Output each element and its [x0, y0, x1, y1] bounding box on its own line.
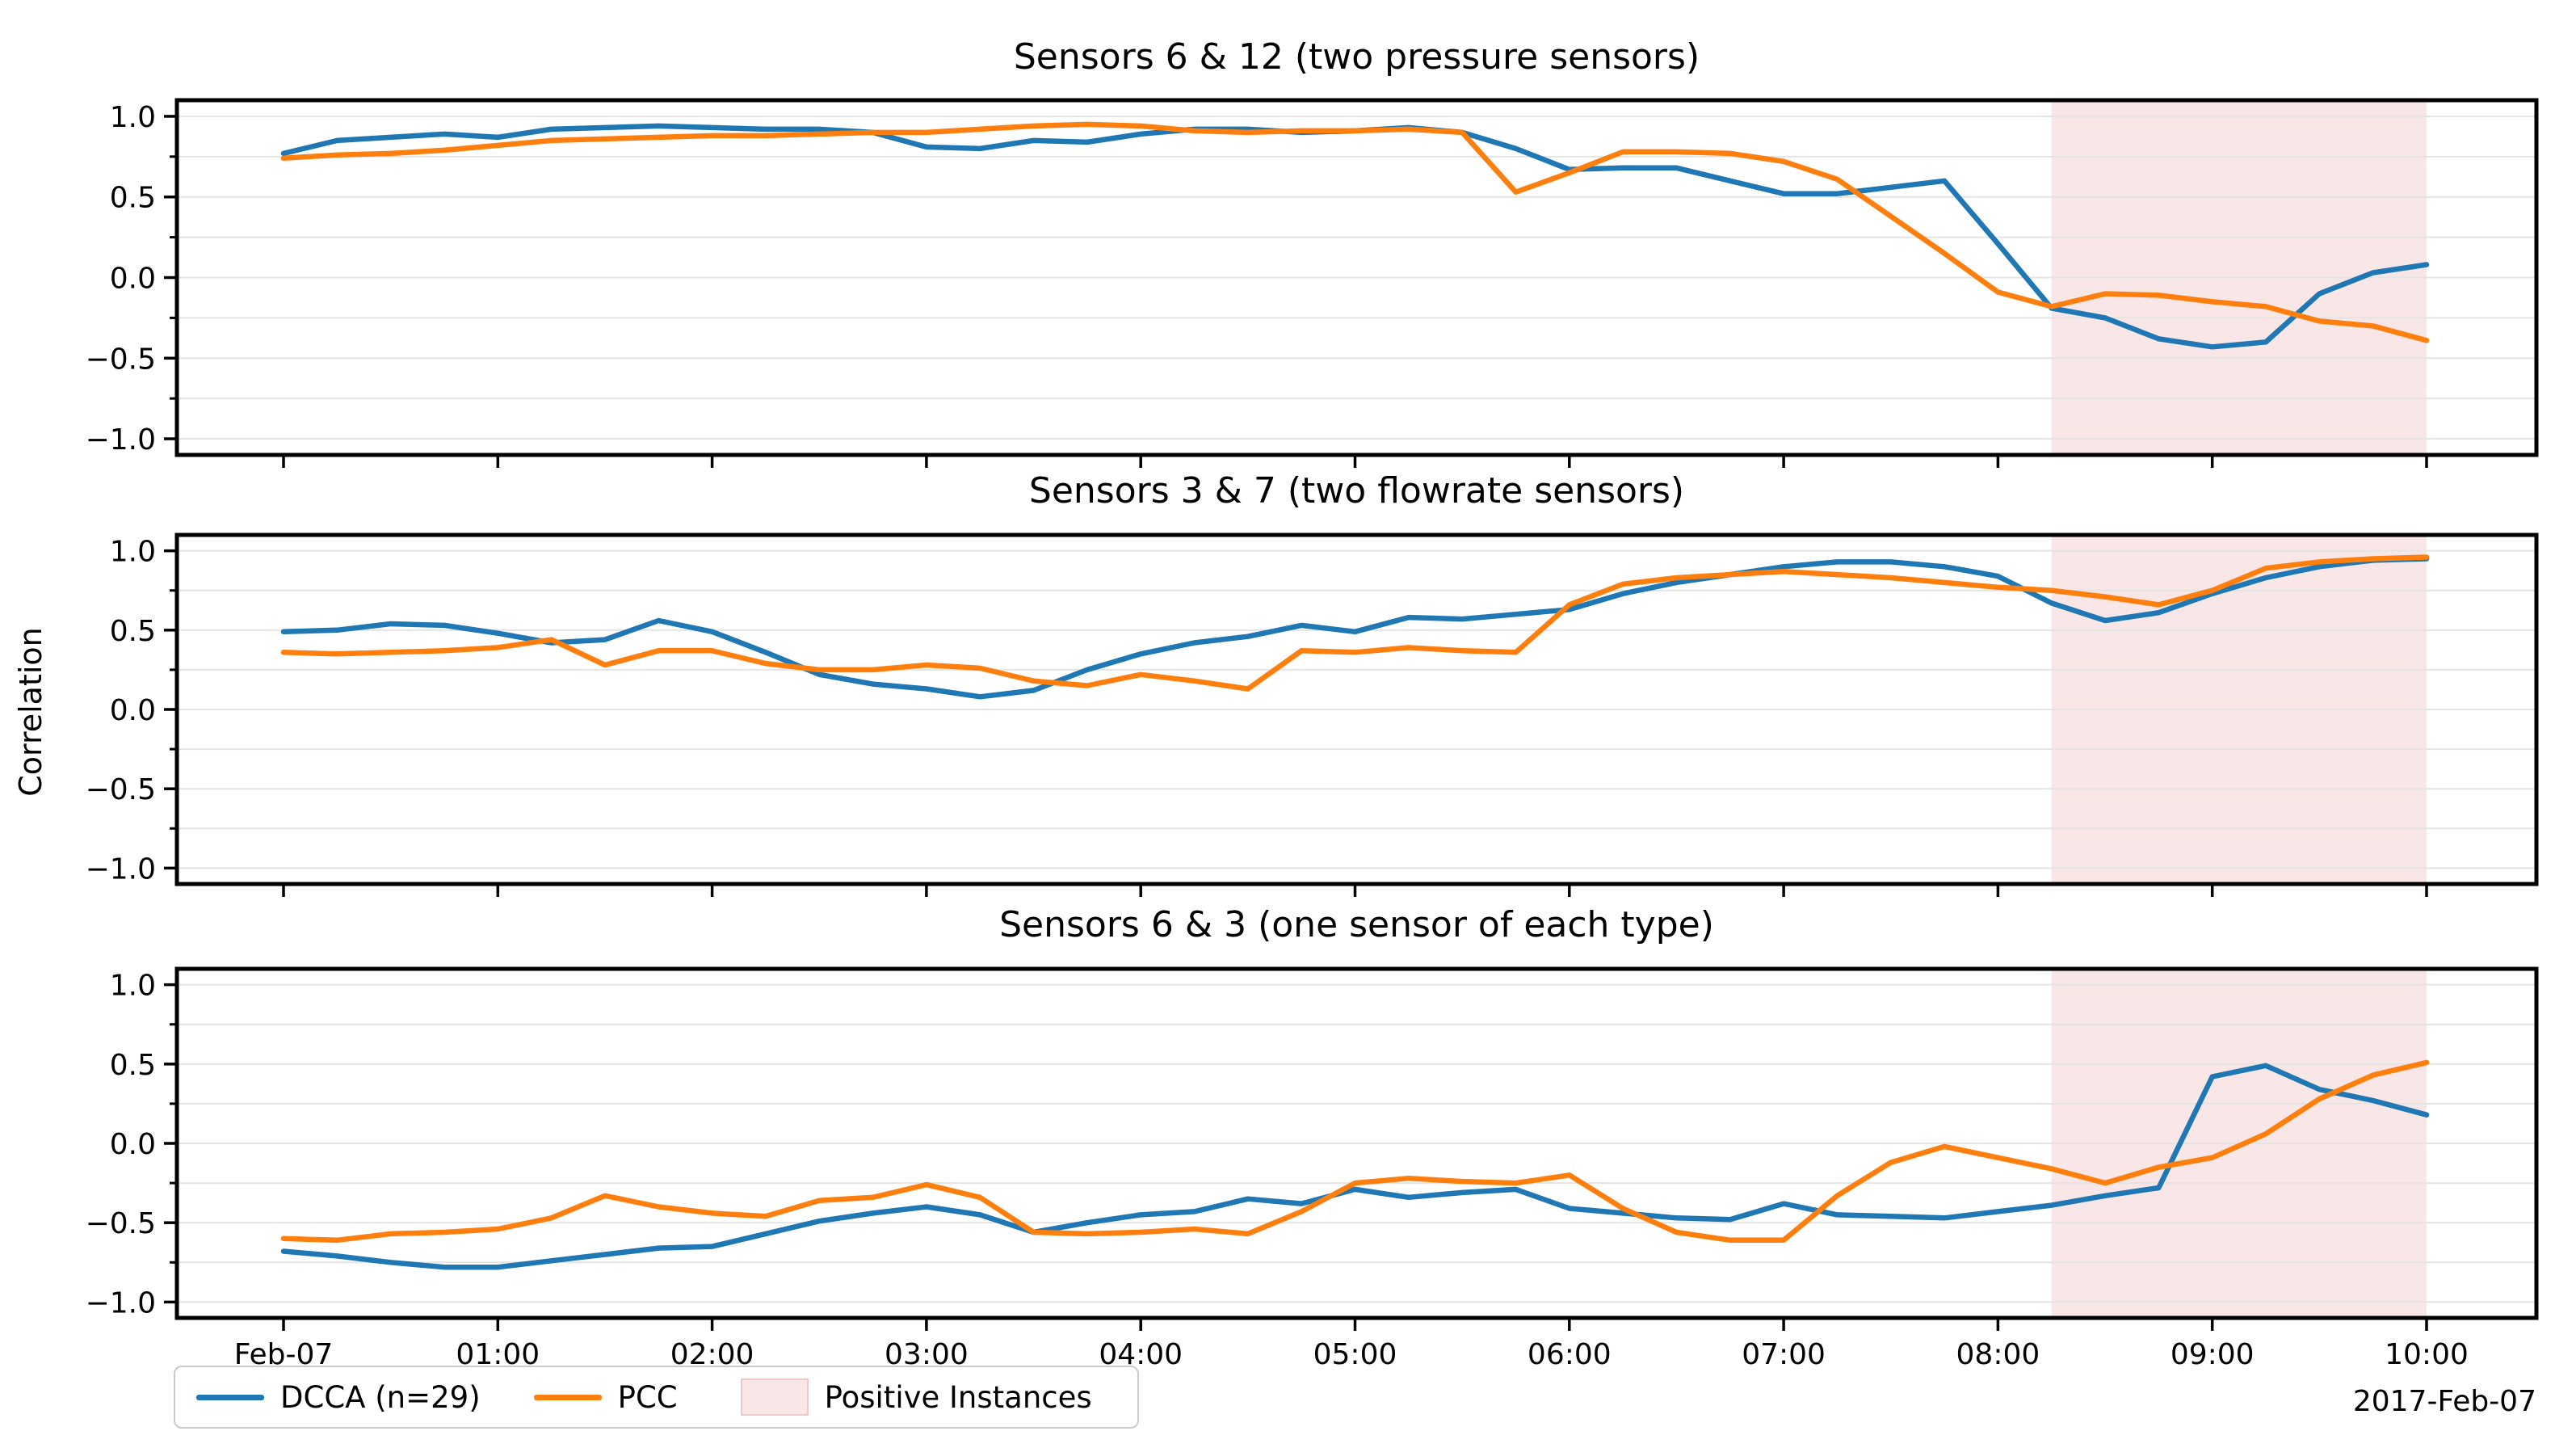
x-tick-label: 10:00	[2385, 1338, 2469, 1371]
x-tick-label: 08:00	[1956, 1338, 2040, 1371]
y-axis-label: Correlation	[13, 627, 48, 797]
panel-1: 1.0 0.5 0.0 −0.5 −1.0	[86, 98, 2539, 468]
panel-2: 1.0 0.5 0.0 −0.5 −1.0	[86, 532, 2539, 897]
panel-title: Sensors 3 & 7 (two flowrate sensors)	[1028, 470, 1685, 511]
pcc-line	[280, 554, 2430, 692]
y-tick-label: 0.5	[110, 182, 156, 215]
legend-pcc-label: PCC	[617, 1379, 678, 1415]
y-tick-label: −1.0	[86, 852, 156, 886]
axes-frame	[174, 98, 2539, 457]
legend: DCCA (n=29) PCC Positive Instances	[174, 1366, 1139, 1429]
y-tick-label: 0.5	[110, 1049, 156, 1082]
legend-pcc-line-swatch	[533, 1394, 602, 1400]
x-tick-label: 09:00	[2170, 1338, 2255, 1371]
y-tick-label: 0.0	[110, 694, 156, 727]
x-tick-label: 05:00	[1313, 1338, 1397, 1371]
legend-dcca-line-swatch	[196, 1394, 264, 1400]
x-tick-label: 06:00	[1528, 1338, 1612, 1371]
y-tick-label: 0.0	[110, 263, 156, 296]
pcc-line	[280, 1059, 2430, 1244]
dcca-line	[280, 556, 2430, 700]
x-axis-date-label: 2017-Feb-07	[2352, 1385, 2536, 1418]
y-tick-label: 1.0	[110, 970, 156, 1003]
y-tick-label: 1.0	[110, 536, 156, 569]
panel-title: Sensors 6 & 3 (one sensor of each type)	[999, 904, 1714, 945]
legend-band-label: Positive Instances	[824, 1379, 1092, 1415]
y-tick-label: 0.0	[110, 1128, 156, 1161]
dcca-line	[280, 1063, 2430, 1270]
y-tick-label: −0.5	[86, 343, 156, 376]
y-tick-label: −1.0	[86, 1286, 156, 1320]
legend-band-swatch	[740, 1379, 809, 1416]
axes-frame	[174, 532, 2539, 886]
legend-dcca-label: DCCA (n=29)	[280, 1379, 481, 1415]
pcc-line	[280, 121, 2430, 343]
y-tick-label: −1.0	[86, 423, 156, 457]
axes-frame	[174, 966, 2539, 1320]
y-tick-label: −0.5	[86, 1207, 156, 1240]
y-tick-label: 1.0	[110, 101, 156, 134]
panel-title: Sensors 6 & 12 (two pressure sensors)	[1013, 36, 1700, 78]
y-tick-label: 0.5	[110, 615, 156, 648]
y-tick-label: −0.5	[86, 773, 156, 806]
x-tick-label: 07:00	[1742, 1338, 1826, 1371]
